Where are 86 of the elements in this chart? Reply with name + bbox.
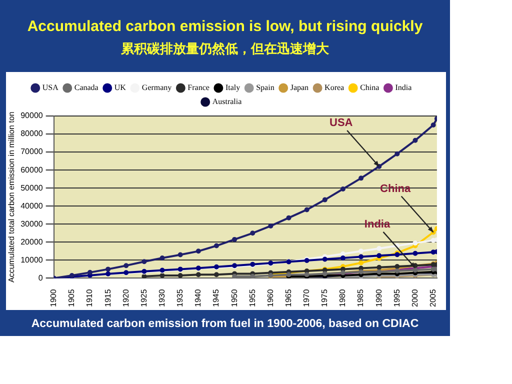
legend-label: Canada <box>74 83 99 92</box>
point <box>178 273 183 278</box>
point <box>304 207 310 212</box>
y-tick-label: 20000 <box>20 237 44 246</box>
point <box>430 122 436 128</box>
point <box>358 176 364 181</box>
point <box>178 252 183 258</box>
legend-label: Spain <box>256 83 274 92</box>
y-tick-label: 50000 <box>20 183 44 192</box>
point <box>322 256 328 262</box>
point <box>340 256 346 261</box>
y-tick-label: 30000 <box>20 219 44 228</box>
x-tick-label: 1980 <box>338 288 348 307</box>
legend-label: Korea <box>324 83 345 92</box>
point <box>286 215 292 220</box>
point <box>340 186 346 192</box>
point <box>412 250 418 256</box>
legend-label: China <box>360 83 380 92</box>
x-tick-label: 1975 <box>320 288 330 307</box>
point <box>358 260 364 266</box>
y-tick-label: 0 <box>38 273 44 282</box>
x-tick-label: 1915 <box>103 288 112 307</box>
legend-label: Germany <box>142 83 172 92</box>
y-tick-label: 80000 <box>20 129 44 138</box>
x-tick-label: 1985 <box>356 288 366 307</box>
x-tick-label: 1950 <box>230 288 239 307</box>
point <box>358 254 364 260</box>
point <box>232 274 238 278</box>
x-tick-label: 1900 <box>49 288 58 307</box>
x-tick-label: 1920 <box>121 288 130 307</box>
x-tick-label: 1995 <box>392 288 402 307</box>
chart-subtitle: 累积碳排放量仍然低，但在迅速增大 <box>120 41 330 58</box>
legend-label: France <box>188 83 210 92</box>
legend-label: USA <box>42 83 59 92</box>
point <box>196 248 201 254</box>
x-tick-label: 1940 <box>194 288 203 307</box>
point <box>376 246 382 251</box>
x-tick-label: 2005 <box>428 288 438 307</box>
x-tick-label: 1910 <box>85 288 94 307</box>
point <box>376 253 382 258</box>
point <box>250 230 256 236</box>
x-tick-label: 1930 <box>157 288 166 307</box>
x-tick-label: 1965 <box>284 288 293 307</box>
x-tick-label: 1990 <box>374 288 384 307</box>
x-tick-label: 1955 <box>248 288 257 307</box>
chart-title: Accumulated carbon emission is low, but rising quickly <box>26 18 424 35</box>
point <box>376 264 382 270</box>
point <box>268 223 274 228</box>
point <box>394 151 400 156</box>
point <box>160 256 165 261</box>
x-tick-label: 1905 <box>67 288 76 307</box>
y-tick-label: 40000 <box>20 201 44 210</box>
annotation: USA <box>329 116 353 129</box>
legend-label: Italy <box>225 83 240 92</box>
point <box>160 273 165 278</box>
x-tick-label: 1970 <box>302 288 312 307</box>
point <box>87 270 92 275</box>
point <box>412 240 418 246</box>
x-tick-label: 1960 <box>266 288 275 307</box>
point <box>214 243 219 248</box>
point <box>412 138 418 143</box>
point <box>124 263 129 268</box>
point <box>358 248 364 254</box>
point <box>142 259 147 264</box>
point <box>196 272 201 278</box>
point <box>322 197 328 202</box>
y-tick-label: 10000 <box>20 255 44 264</box>
point <box>214 272 219 278</box>
point <box>106 266 111 272</box>
text: Accumulated carbon emission from fuel in 1900-2006, based on CDIAC <box>30 318 420 330</box>
legend-label: UK <box>114 83 126 92</box>
y-tick-label: 70000 <box>20 147 44 156</box>
x-tick-label: 1925 <box>139 288 148 307</box>
x-tick-label: 1945 <box>212 288 221 307</box>
legend-label: India <box>395 83 412 92</box>
legend-label: Australia <box>212 97 242 106</box>
x-tick-label: 1935 <box>176 288 185 307</box>
point <box>232 236 238 242</box>
point <box>340 251 346 256</box>
legend-label: Japan <box>290 83 309 92</box>
y-axis-title: Accumulated total carbon emission in million ton <box>7 112 16 282</box>
x-tick-label: 2000 <box>410 288 420 307</box>
point <box>250 274 256 278</box>
point <box>142 274 147 278</box>
y-tick-label: 60000 <box>20 165 44 174</box>
y-tick-label: 90000 <box>20 111 44 120</box>
